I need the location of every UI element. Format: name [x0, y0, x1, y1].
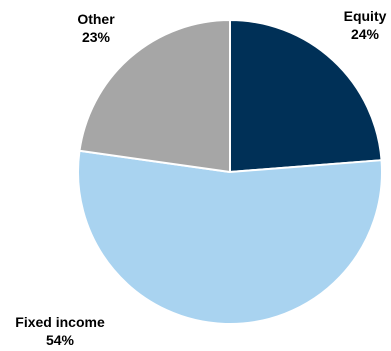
pie-labels: Equity 24% Fixed income 54% Other 23% — [15, 8, 386, 348]
label-other-name: Other — [77, 11, 115, 27]
label-fixed-income-value: 54% — [46, 332, 75, 348]
pie-slices — [77, 19, 383, 325]
pie-slice-fixed-income — [77, 149, 383, 325]
label-equity-name: Equity — [344, 8, 387, 24]
label-other-value: 23% — [82, 29, 111, 45]
pie-slice-other — [78, 19, 231, 173]
label-fixed-income-name: Fixed income — [15, 314, 105, 330]
label-equity-value: 24% — [351, 26, 380, 42]
pie-slice-equity — [229, 19, 383, 173]
